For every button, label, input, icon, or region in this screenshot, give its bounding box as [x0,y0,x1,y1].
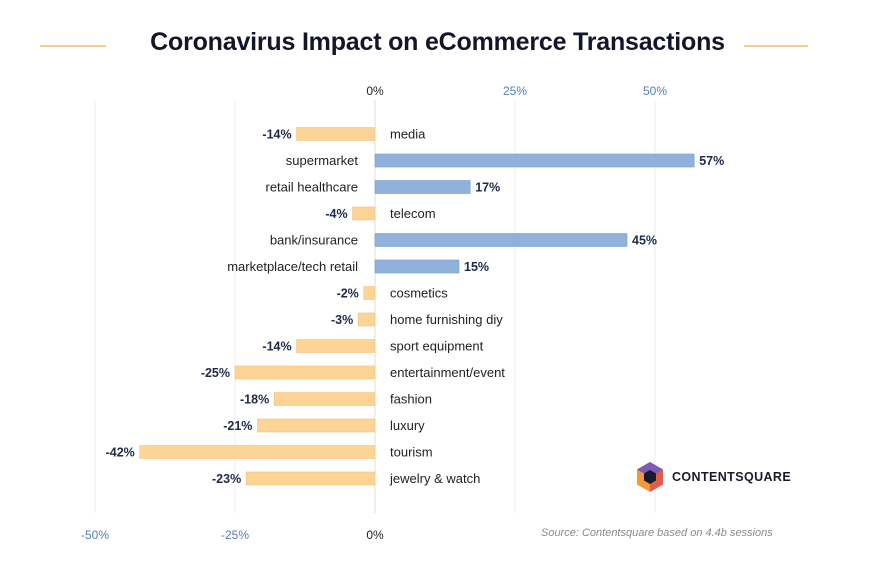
value-label: -14% [262,128,291,142]
bar [296,127,376,141]
value-label: -2% [337,287,359,301]
bar [257,418,376,433]
value-label: -23% [212,472,241,486]
value-label: -42% [106,446,135,460]
bar [234,365,376,380]
category-label: bank/insurance [270,233,358,248]
bar [273,392,376,406]
value-label: -18% [240,393,269,407]
bottom-tick-label: -50% [81,528,109,542]
logo-text: CONTENTSQUARE [672,470,792,484]
value-label: -21% [223,419,252,433]
contentsquare-logo-icon [637,462,663,492]
bar [374,153,695,168]
category-label: retail healthcare [266,180,359,195]
category-label: tourism [390,445,433,460]
value-label: 17% [475,181,500,195]
top-tick-label: 0% [366,84,384,98]
bar [296,339,376,353]
title-rule-left [40,45,106,47]
value-label: -14% [262,340,291,354]
title-rule-right [744,45,808,47]
value-label: -4% [325,207,347,221]
contentsquare-logo: CONTENTSQUARE [636,461,791,493]
bar [374,233,628,247]
bar [374,180,471,194]
bar [139,445,376,459]
bar [363,286,376,300]
category-label: marketplace/tech retail [227,259,358,274]
chart-title: Coronavirus Impact on eCommerce Transact… [150,28,725,56]
category-label: luxury [390,418,425,433]
category-label: fashion [390,392,432,407]
category-label: telecom [390,206,436,221]
bottom-tick-label: -25% [221,528,249,542]
bottom-tick-label: 0% [366,528,384,542]
value-label: -25% [201,366,230,380]
category-label: sport equipment [390,339,484,354]
value-label: 45% [632,234,657,248]
category-label: supermarket [286,153,359,168]
bar [357,312,376,327]
source-note: Source: Contentsquare based on 4.4b sess… [541,527,773,539]
bar [245,471,376,486]
category-label: media [390,127,426,142]
value-label: 15% [464,260,489,274]
top-tick-label: 50% [643,84,667,98]
bar [352,206,376,221]
bar [374,259,460,274]
top-tick-label: 25% [503,84,527,98]
value-label: -3% [331,313,353,327]
category-label: cosmetics [390,286,448,301]
category-label: home furnishing diy [390,312,503,327]
category-label: jewelry & watch [389,471,480,486]
category-label: entertainment/event [390,365,505,380]
value-label: 57% [699,154,724,168]
